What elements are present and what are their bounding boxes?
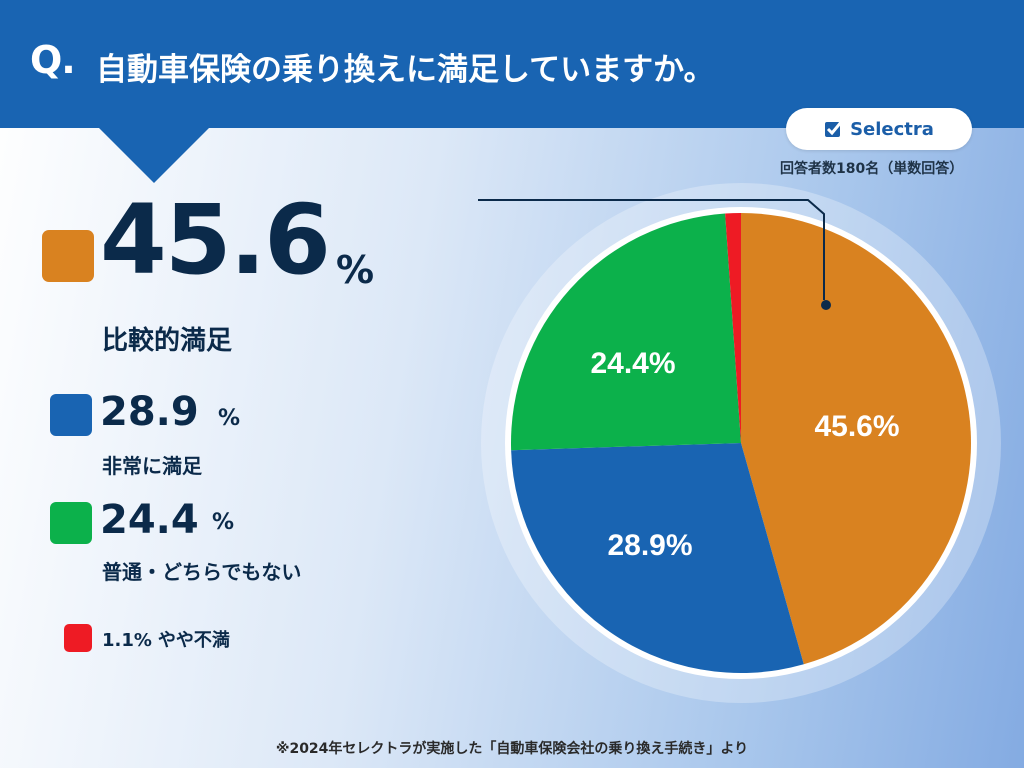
pie-slice-2	[511, 443, 804, 673]
legend-fourth-value: 1.1%	[102, 630, 152, 651]
pie-slice-1	[741, 213, 971, 665]
question-title: 自動車保険の乗り換えに満足していますか。	[96, 52, 715, 88]
legend-third-label: 普通・どちらでもない	[102, 560, 302, 584]
legend-third-percent: %	[212, 510, 235, 535]
legend-swatch-green	[50, 502, 92, 544]
question-marker: Q.	[30, 38, 76, 82]
callout-line	[478, 199, 825, 300]
legend-fourth-label: やや不満	[157, 630, 230, 651]
pie-slice-label-2: 28.9%	[607, 529, 692, 562]
checkbox-icon	[825, 120, 844, 137]
legend-primary-value: 45.6	[100, 184, 331, 296]
legend-third-value: 24.4	[100, 497, 199, 543]
legend-fourth-entry: 1.1% やや不満	[102, 626, 236, 652]
legend-second-label: 非常に満足	[102, 454, 202, 478]
legend-swatch-blue	[50, 394, 92, 436]
legend-primary-percent: %	[336, 248, 375, 292]
sample-size-note: 回答者数180名（単数回答）	[780, 161, 964, 177]
callout-dot	[821, 300, 831, 310]
legend-second-percent: %	[218, 406, 241, 431]
header-banner	[0, 0, 1024, 128]
pie-slice-label-1: 45.6%	[814, 410, 899, 443]
legend-swatch-orange	[42, 230, 94, 282]
header-pointer	[98, 127, 210, 183]
logo-text: Selectra	[850, 118, 934, 140]
source-footnote: ※2024年セレクトラが実施した「自動車保険会社の乗り換え手続き」より	[275, 741, 749, 757]
legend-primary-label: 比較的満足	[102, 326, 233, 356]
legend-swatch-red	[64, 624, 92, 652]
selectra-logo: Selectra	[786, 108, 972, 150]
pie-slice-3	[511, 213, 741, 451]
pie-slice-4	[725, 213, 741, 443]
legend-second-value: 28.9	[100, 389, 199, 435]
pie-slice-label-3: 24.4%	[590, 347, 675, 380]
